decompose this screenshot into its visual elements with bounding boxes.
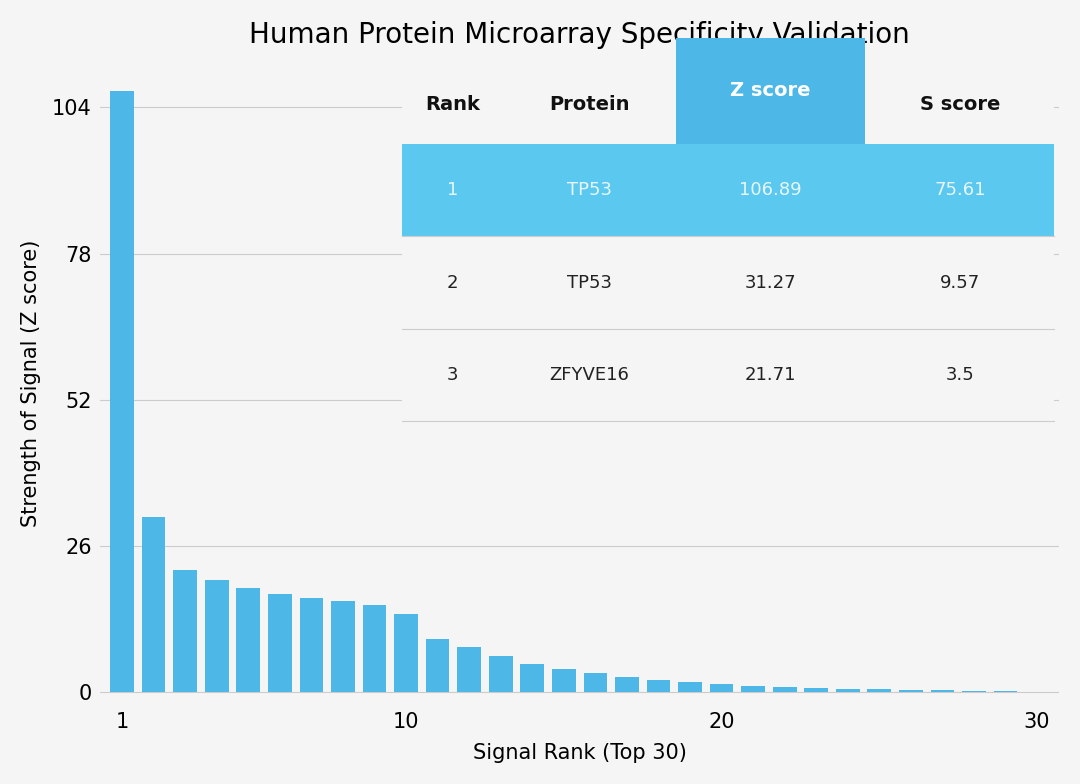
Bar — [457, 648, 481, 692]
Bar — [931, 690, 955, 692]
Bar — [174, 570, 197, 692]
Bar — [402, 236, 503, 329]
Bar — [552, 669, 576, 692]
Bar — [962, 691, 986, 692]
Point — [116, 684, 129, 694]
Text: 21.71: 21.71 — [745, 366, 796, 384]
Bar — [583, 673, 607, 692]
Text: S score: S score — [919, 95, 1000, 114]
Bar — [994, 691, 1017, 692]
Text: Z score: Z score — [730, 82, 811, 100]
Bar — [676, 329, 865, 422]
Text: ZFYVE16: ZFYVE16 — [550, 366, 630, 384]
Bar — [676, 38, 865, 143]
Bar — [865, 236, 1054, 329]
Bar — [899, 690, 922, 692]
Bar — [426, 639, 449, 692]
Bar — [865, 66, 1054, 143]
Bar — [503, 236, 676, 329]
Text: 3: 3 — [447, 366, 458, 384]
Text: 3.5: 3.5 — [945, 366, 974, 384]
Text: 106.89: 106.89 — [740, 181, 802, 199]
Text: Rank: Rank — [426, 95, 481, 114]
Bar — [865, 143, 1054, 236]
Bar — [268, 594, 292, 692]
Bar — [402, 66, 503, 143]
Bar — [676, 143, 865, 236]
Text: 31.27: 31.27 — [745, 274, 796, 292]
Bar — [394, 614, 418, 692]
Text: TP53: TP53 — [567, 181, 612, 199]
Bar — [521, 664, 544, 692]
Bar — [741, 686, 765, 692]
Bar — [805, 688, 828, 692]
Bar — [836, 688, 860, 692]
Bar — [332, 601, 355, 692]
Bar — [110, 91, 134, 692]
Bar — [402, 143, 503, 236]
Text: 2: 2 — [447, 274, 458, 292]
Text: TP53: TP53 — [567, 274, 612, 292]
Bar — [676, 236, 865, 329]
Text: 9.57: 9.57 — [940, 274, 980, 292]
Bar — [141, 517, 165, 692]
Point — [94, 685, 107, 695]
X-axis label: Signal Rank (Top 30): Signal Rank (Top 30) — [473, 743, 687, 763]
Bar — [205, 580, 229, 692]
Bar — [237, 588, 260, 692]
Bar — [678, 682, 702, 692]
Text: Protein: Protein — [550, 95, 630, 114]
Point — [94, 684, 107, 694]
Bar — [867, 689, 891, 692]
Bar — [865, 329, 1054, 422]
Text: 75.61: 75.61 — [934, 181, 986, 199]
Bar — [489, 656, 513, 692]
Title: Human Protein Microarray Specificity Validation: Human Protein Microarray Specificity Val… — [249, 21, 910, 49]
Text: 1: 1 — [447, 181, 458, 199]
Point — [116, 685, 129, 695]
Bar — [647, 680, 671, 692]
Point — [116, 684, 129, 693]
Bar — [402, 329, 503, 422]
Bar — [503, 143, 676, 236]
Bar — [710, 684, 733, 692]
Point — [94, 684, 107, 693]
Bar — [503, 66, 676, 143]
Bar — [503, 329, 676, 422]
Bar — [616, 677, 638, 692]
Bar — [363, 605, 387, 692]
Bar — [773, 687, 797, 692]
Bar — [299, 598, 323, 692]
Y-axis label: Strength of Signal (Z score): Strength of Signal (Z score) — [21, 239, 41, 527]
